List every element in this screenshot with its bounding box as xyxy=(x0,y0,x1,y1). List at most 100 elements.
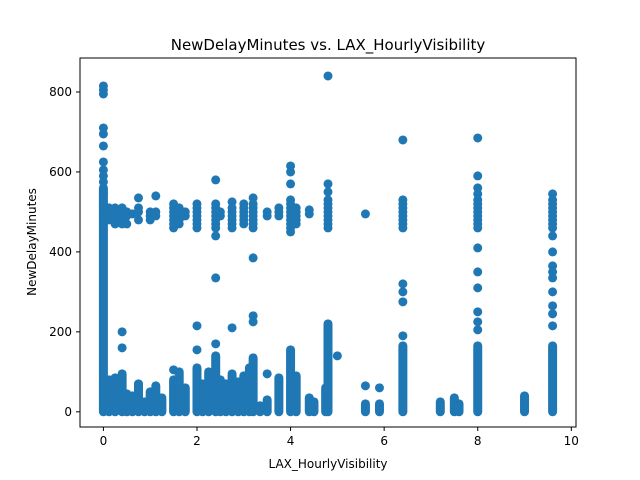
data-point-37-0 xyxy=(398,135,408,145)
data-point-41-12 xyxy=(473,243,483,253)
y-axis-ticks: 0 200 400 600 800 xyxy=(49,85,80,419)
data-point-9-2 xyxy=(151,191,161,201)
x-tick-label: 4 xyxy=(287,434,295,448)
data-point-33-1 xyxy=(323,179,333,189)
data-point-43-16 xyxy=(548,309,558,319)
x-tick-label: 6 xyxy=(380,434,388,448)
data-point-41-11 xyxy=(473,223,483,233)
data-point-35-1 xyxy=(360,209,370,219)
data-point-41-13 xyxy=(473,267,483,277)
point-cluster-40-0 xyxy=(454,399,464,417)
data-point-9-1 xyxy=(151,207,161,217)
point-cluster-42-0 xyxy=(520,391,530,417)
data-point-14-8 xyxy=(192,199,202,209)
data-point-0-6 xyxy=(98,157,108,167)
data-point-41-17 xyxy=(473,325,483,335)
data-point-37-8 xyxy=(398,223,408,233)
chart-title: NewDelayMinutes vs. LAX_HourlyVisibility xyxy=(171,36,486,55)
data-point-43-17 xyxy=(548,321,558,331)
data-point-14-1 xyxy=(192,345,202,355)
data-point-0-4 xyxy=(98,129,108,139)
point-cluster-37-0 xyxy=(398,341,408,417)
data-point-27-2 xyxy=(274,203,284,213)
data-point-43-9 xyxy=(548,231,558,241)
data-point-34-0 xyxy=(332,351,342,361)
y-tick-label: 800 xyxy=(49,85,72,99)
data-points xyxy=(98,71,558,417)
x-tick-label: 10 xyxy=(564,434,579,448)
point-cluster-26-0 xyxy=(262,395,272,417)
y-tick-label: 0 xyxy=(64,405,72,419)
y-tick-label: 200 xyxy=(49,325,72,339)
point-cluster-43-0 xyxy=(548,341,558,417)
data-point-43-8 xyxy=(548,223,558,233)
data-point-37-11 xyxy=(398,297,408,307)
data-point-33-2 xyxy=(323,187,333,197)
plot-frame xyxy=(79,57,577,428)
data-point-41-16 xyxy=(473,317,483,327)
data-point-2-4 xyxy=(110,203,120,213)
data-point-41-0 xyxy=(473,133,483,143)
point-cluster-25-0 xyxy=(255,401,265,417)
point-cluster-36-0 xyxy=(374,399,384,417)
data-point-33-10 xyxy=(323,223,333,233)
data-point-0-5 xyxy=(98,141,108,151)
x-tick-label: 2 xyxy=(193,434,201,448)
data-point-43-15 xyxy=(548,301,558,311)
x-axis-label: LAX_HourlyVisibility xyxy=(268,457,387,471)
data-point-43-13 xyxy=(548,273,558,283)
data-point-37-12 xyxy=(398,331,408,341)
point-cluster-27-0 xyxy=(274,373,284,417)
point-cluster-29-0 xyxy=(291,371,301,417)
data-point-0-9 xyxy=(98,177,108,187)
data-point-17-7 xyxy=(211,223,221,233)
data-point-6-0 xyxy=(133,215,143,225)
data-point-17-9 xyxy=(211,273,221,283)
data-point-4-0 xyxy=(122,219,132,229)
point-cluster-38-0 xyxy=(435,397,445,417)
data-point-30-1 xyxy=(304,205,314,215)
data-point-37-9 xyxy=(398,279,408,289)
y-tick-label: 400 xyxy=(49,245,72,259)
data-point-36-0 xyxy=(374,383,384,393)
data-point-35-0 xyxy=(360,381,370,391)
data-point-24-8 xyxy=(248,253,258,263)
data-point-28-2 xyxy=(286,179,296,189)
y-tick-label: 600 xyxy=(49,165,72,179)
data-point-37-10 xyxy=(398,287,408,297)
data-point-28-11 xyxy=(286,227,296,237)
data-point-43-14 xyxy=(548,287,558,297)
point-cluster-16-0 xyxy=(204,367,214,417)
data-point-26-1 xyxy=(262,207,272,217)
point-cluster-31-0 xyxy=(309,397,319,417)
data-point-17-8 xyxy=(211,231,221,241)
data-point-17-0 xyxy=(211,175,221,185)
x-tick-label: 8 xyxy=(474,434,482,448)
data-point-0-10 xyxy=(98,189,108,199)
point-cluster-2-0 xyxy=(110,373,120,417)
y-axis-label: NewDelayMinutes xyxy=(25,188,39,296)
point-cluster-0-0 xyxy=(98,183,108,417)
data-point-6-3 xyxy=(133,193,143,203)
data-point-41-1 xyxy=(473,171,483,181)
data-point-0-2 xyxy=(98,89,108,99)
data-point-6-2 xyxy=(133,203,143,213)
data-point-20-7 xyxy=(227,323,237,333)
data-point-41-15 xyxy=(473,307,483,317)
point-cluster-41-0 xyxy=(473,341,483,417)
data-point-20-6 xyxy=(227,197,237,207)
data-point-3-0 xyxy=(117,327,127,337)
x-tick-label: 0 xyxy=(100,434,108,448)
data-point-24-10 xyxy=(248,317,258,327)
data-point-18-1 xyxy=(215,207,225,217)
data-point-43-10 xyxy=(548,247,558,257)
data-point-22-5 xyxy=(239,199,249,209)
data-point-14-0 xyxy=(192,321,202,331)
data-point-28-1 xyxy=(286,167,296,177)
data-point-13-1 xyxy=(180,207,190,217)
data-point-33-0 xyxy=(323,71,333,81)
point-cluster-35-0 xyxy=(360,399,370,417)
data-point-26-2 xyxy=(262,369,272,379)
data-point-24-7 xyxy=(248,223,258,233)
